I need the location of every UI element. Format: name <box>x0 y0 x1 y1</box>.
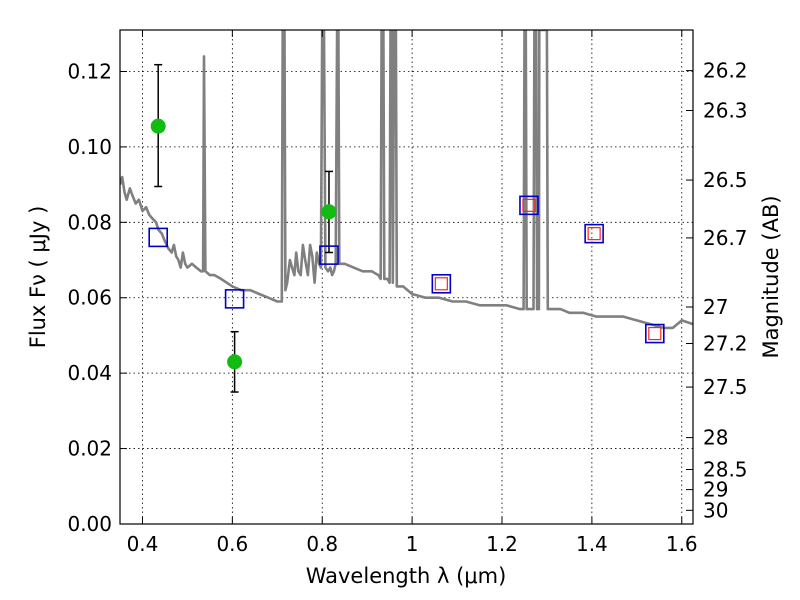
magnitude-tick-label: 27.5 <box>703 375 748 399</box>
model-photometry-square <box>584 223 604 244</box>
y-tick-label: 0.08 <box>67 210 112 234</box>
model-photometry-inner-square <box>522 198 536 212</box>
model-photometry-square <box>224 289 245 309</box>
magnitude-tick-label: 30 <box>703 498 728 522</box>
magnitude-tick-label: 28 <box>703 426 728 450</box>
axis-ticks <box>120 30 693 525</box>
y-tick-label: 0.06 <box>67 286 112 310</box>
magnitude-tick-label: 29 <box>703 478 728 502</box>
observed-point <box>227 354 243 370</box>
magnitude-tick-label: 27.2 <box>703 331 748 355</box>
observed-point <box>150 118 166 134</box>
magnitude-tick-label: 27 <box>703 295 728 319</box>
magnitude-tick-label: 28.5 <box>703 457 748 481</box>
x-tick-label: 0.4 <box>127 532 159 556</box>
x-tick-label: 0.6 <box>216 532 248 556</box>
y2-axis-label: Magnitude (AB) <box>759 195 783 358</box>
magnitude-tick-label: 26.3 <box>703 98 748 122</box>
magnitude-tick-label: 26.7 <box>703 226 748 250</box>
model-spectrum-line <box>120 30 693 330</box>
x-tick-label: 1.4 <box>576 532 608 556</box>
magnitude-tick-label: 26.5 <box>703 168 748 192</box>
model-photometry-square <box>644 323 665 344</box>
y-axis-label: Flux Fν ( μJy ) <box>26 206 50 349</box>
x-tick-labels: 0.4 0.6 0.8 1 1.2 1.4 1.6 <box>127 532 698 556</box>
x-tick-label: 0.8 <box>306 532 338 556</box>
observed-points <box>150 118 337 370</box>
x-tick-label: 1.2 <box>486 532 518 556</box>
magnitude-tick-label: 26.2 <box>703 59 748 83</box>
observed-point <box>321 204 337 220</box>
plot-content <box>120 30 693 393</box>
x-tick-label: 1 <box>406 532 419 556</box>
model-photometry-inner-square <box>648 326 662 341</box>
plot-frame <box>119 29 694 525</box>
x-tick-label: 1.6 <box>666 532 698 556</box>
model-photometry-square <box>148 227 168 248</box>
y-tick-label: 0.10 <box>67 135 112 159</box>
y-tick-labels: 0.00 0.02 0.04 0.06 0.08 0.10 0.12 <box>67 59 112 536</box>
model-photometry-inner-squares <box>434 198 662 341</box>
y-tick-label: 0.00 <box>67 512 112 536</box>
y-tick-label: 0.02 <box>67 437 112 461</box>
model-photometry-squares <box>148 195 665 344</box>
y-tick-label: 0.12 <box>67 59 112 83</box>
x-axis-label: Wavelength λ (μm) <box>306 564 507 588</box>
model-photometry-inner-square <box>434 277 448 291</box>
model-photometry-inner-square <box>587 227 601 241</box>
model-photometry-square <box>319 245 339 265</box>
y-tick-label: 0.04 <box>67 361 112 385</box>
model-photometry-square <box>431 273 452 294</box>
model-photometry-square <box>519 195 539 216</box>
